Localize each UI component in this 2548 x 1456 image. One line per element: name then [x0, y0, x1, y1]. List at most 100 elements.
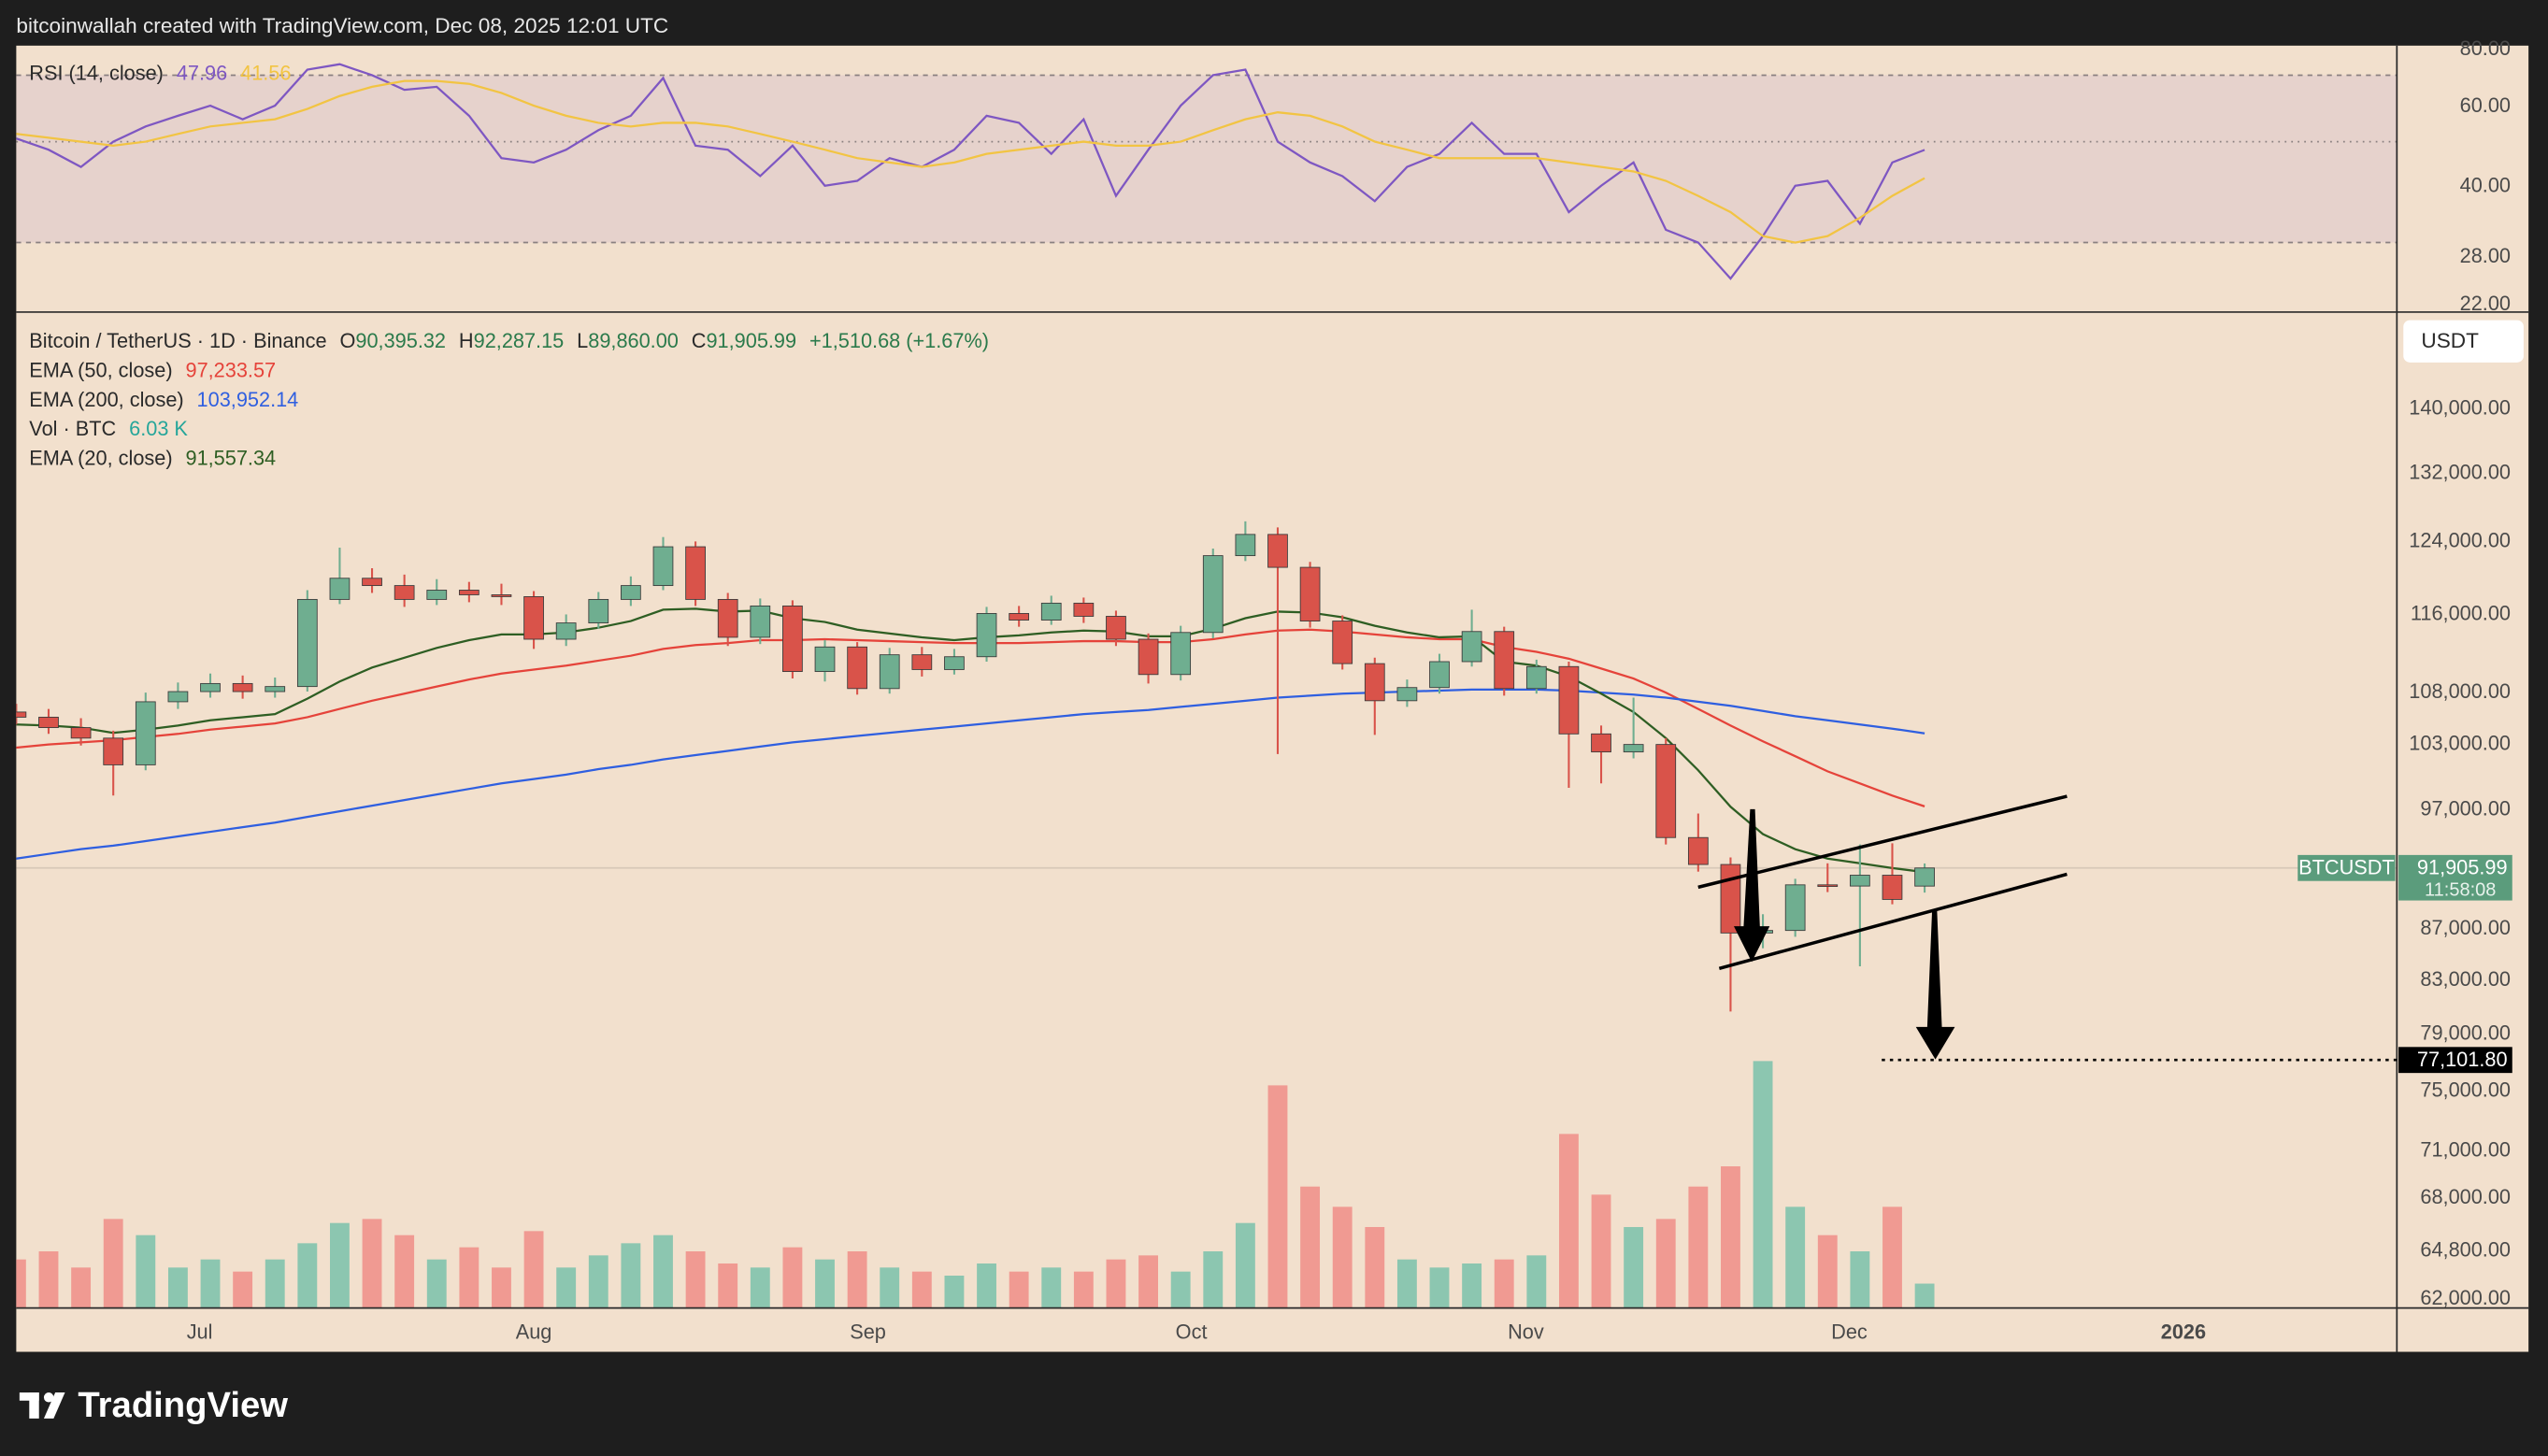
candle-body — [1494, 631, 1515, 690]
candle-body — [1623, 744, 1644, 753]
candle-body — [1040, 602, 1062, 621]
rsi-line — [16, 63, 1925, 280]
candle-body — [458, 590, 480, 595]
volume-bar — [1526, 1255, 1547, 1308]
ohlc-key: H — [459, 329, 474, 352]
symbol-legend: Bitcoin / TetherUS · 1D · Binance O90,395… — [29, 329, 989, 352]
candle-body — [70, 727, 92, 739]
volume-bar — [200, 1259, 221, 1308]
rsi-name: RSI (14, close) — [29, 61, 164, 84]
indicator-value: 97,233.57 — [185, 358, 276, 381]
volume-bar — [1009, 1271, 1029, 1308]
volume-bar — [297, 1243, 318, 1308]
volume-bar — [1073, 1271, 1094, 1308]
y-tick-label: 140,000.00 — [2409, 395, 2511, 419]
volume-bar — [492, 1267, 511, 1308]
currency-button[interactable] — [2403, 320, 2524, 363]
volume-bar — [1300, 1186, 1321, 1308]
footer — [0, 1351, 2548, 1456]
candle-body — [200, 682, 221, 692]
rsi-tick-label: 40.00 — [2460, 174, 2511, 197]
candle-body — [1364, 663, 1385, 702]
indicator-name: EMA (200, close) — [29, 388, 183, 411]
x-tick-label: Sep — [850, 1320, 886, 1344]
volume-bar — [362, 1219, 382, 1308]
volume-bar — [1365, 1227, 1385, 1308]
candle-body — [750, 605, 771, 638]
volume-bar — [71, 1267, 92, 1308]
currency-label[interactable]: USDT — [2421, 329, 2479, 352]
volume-bar — [1882, 1206, 1902, 1308]
volume-bar — [1235, 1222, 1255, 1308]
last-price-symbol: BTCUSDT — [2298, 856, 2395, 879]
candle-body — [685, 546, 706, 600]
indicator-name: EMA (20, close) — [29, 446, 172, 469]
candle-body — [38, 716, 59, 729]
candle-body — [1138, 638, 1159, 676]
candle-body — [296, 598, 318, 688]
rsi-value: 47.96 — [177, 61, 227, 84]
volume-bar — [1170, 1271, 1191, 1308]
candle-body — [265, 686, 286, 692]
candle-body — [621, 585, 641, 600]
volume-bar — [911, 1271, 932, 1308]
candle-body — [1396, 687, 1418, 702]
x-tick-label: Aug — [516, 1320, 552, 1344]
candle-body — [1882, 875, 1903, 900]
candle-body — [944, 656, 965, 670]
volume-bar — [1850, 1251, 1870, 1308]
x-tick-label: Jul — [187, 1320, 213, 1344]
volume-bar — [1817, 1235, 1838, 1308]
y-tick-label: 83,000.00 — [2420, 967, 2511, 991]
candle-body — [329, 578, 351, 600]
rsi-legend: RSI (14, close) 47.96 41.56 — [29, 61, 291, 84]
candle-body — [1461, 631, 1482, 663]
arrow — [1915, 909, 1955, 1060]
volume-bar — [1396, 1259, 1417, 1308]
volume-bar — [1721, 1166, 1740, 1308]
last-price-box — [2398, 854, 2512, 901]
rsi-tick-label: 60.00 — [2460, 93, 2511, 117]
volume-bar — [1785, 1206, 1806, 1308]
volume-bar — [233, 1271, 253, 1308]
channel-lower — [1718, 872, 2068, 970]
ohlc-key: C — [692, 329, 707, 352]
y-tick-label: 116,000.00 — [2411, 601, 2511, 624]
volume-bar — [1138, 1255, 1158, 1308]
ema-line — [16, 607, 1925, 874]
volume-bar — [103, 1219, 123, 1308]
volume-bar — [1914, 1283, 1935, 1308]
candle-body — [1687, 836, 1709, 865]
candle-body — [167, 691, 189, 703]
candle-body — [1073, 602, 1095, 617]
volume-bar — [880, 1267, 900, 1308]
last-price-symbol-box — [2297, 854, 2396, 881]
volume-bar — [1462, 1263, 1482, 1308]
volume-bar — [750, 1267, 770, 1308]
volume-bar — [167, 1267, 188, 1308]
candle-body — [847, 646, 867, 690]
volume-bar — [977, 1263, 996, 1308]
ohlc-key: O — [339, 329, 355, 352]
annotations — [1697, 794, 2068, 1060]
header-text: bitcoinwallah created with TradingView.c… — [16, 14, 668, 37]
candle-body — [1332, 621, 1353, 664]
channel-upper — [1697, 794, 2068, 890]
candle-body — [362, 578, 382, 587]
candle-body — [1525, 665, 1547, 690]
y-tick-label: 108,000.00 — [2409, 679, 2511, 703]
indicator-legend: EMA (20, close) 91,557.34 — [29, 446, 276, 469]
volume-bar — [782, 1247, 803, 1308]
volume-bar — [1494, 1259, 1514, 1308]
rsi-tick-label: 80.00 — [2460, 36, 2511, 60]
candle-body — [1850, 875, 1870, 887]
ohlc-value: 92,287.15 — [474, 329, 565, 352]
candle-body — [1784, 884, 1806, 932]
rsi-line — [16, 79, 1925, 244]
y-tick-label: 97,000.00 — [2420, 797, 2511, 821]
candle-body — [782, 605, 803, 673]
volume-bar — [265, 1259, 285, 1308]
candle-body — [1817, 884, 1839, 887]
volume-bar — [1624, 1227, 1644, 1308]
y-tick-label: 132,000.00 — [2409, 460, 2511, 483]
